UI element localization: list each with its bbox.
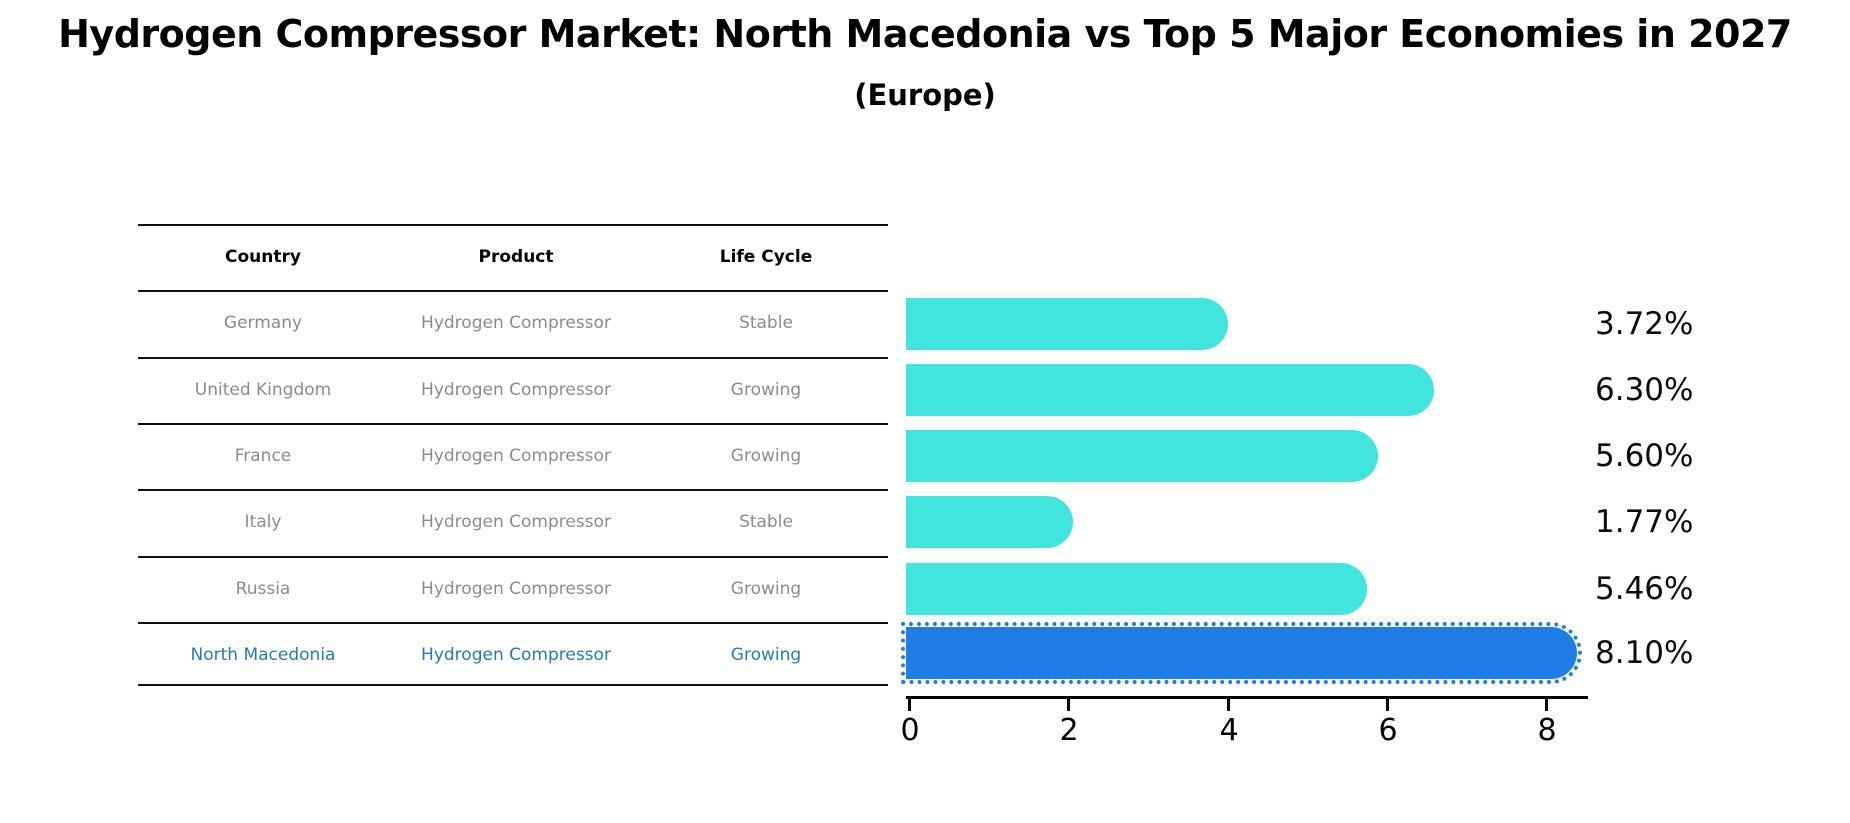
x-axis-tick-label: 0 (900, 713, 920, 748)
x-axis-tick (1386, 699, 1389, 711)
row-divider (138, 357, 888, 359)
row-divider (138, 622, 888, 624)
x-axis-line (906, 696, 1588, 699)
table-border-bottom (138, 684, 888, 686)
x-axis-tick-label: 8 (1537, 713, 1557, 748)
x-axis-tick-label: 2 (1059, 713, 1079, 748)
value-label-italy: 1.77% (1595, 504, 1694, 540)
country-cell: United Kingdom (194, 380, 332, 400)
life-cycle-cell: Stable (739, 512, 793, 532)
x-axis-tick (1067, 699, 1070, 711)
country-cell: France (234, 446, 292, 466)
life-cycle-cell: Growing (730, 446, 802, 466)
table-header-divider (138, 290, 888, 292)
product-cell: Hydrogen Compressor (421, 313, 611, 333)
x-axis-tick (1227, 699, 1230, 711)
value-label-russia: 5.46% (1595, 571, 1694, 607)
table-header-row: Country Product Life Cycle (138, 224, 888, 290)
table-row-france: France Hydrogen Compressor Growing (138, 423, 888, 489)
table-row-north-macedonia: North Macedonia Hydrogen Compressor Grow… (138, 622, 888, 688)
row-divider (138, 423, 888, 425)
country-cell: Germany (223, 313, 303, 333)
bar-united-kingdom (906, 364, 1434, 416)
life-cycle-cell: Growing (730, 380, 802, 400)
comparison-table: Country Product Life Cycle Germany Hydro… (138, 224, 888, 686)
table-row-russia: Russia Hydrogen Compressor Growing (138, 556, 888, 622)
column-header-life-cycle: Life Cycle (719, 247, 813, 267)
x-axis-tick-label: 6 (1378, 713, 1398, 748)
chart-subtitle: (Europe) (854, 78, 996, 112)
country-cell: Russia (235, 579, 291, 599)
life-cycle-cell: Growing (730, 579, 802, 599)
x-axis-tick-label: 4 (1219, 713, 1239, 748)
bar-germany (906, 298, 1228, 350)
product-cell: Hydrogen Compressor (421, 512, 611, 532)
chart-title: Hydrogen Compressor Market: North Macedo… (58, 12, 1792, 56)
life-cycle-cell: Stable (739, 313, 793, 333)
life-cycle-cell: Growing (730, 645, 802, 665)
product-cell: Hydrogen Compressor (421, 579, 611, 599)
x-axis-tick (1545, 699, 1548, 711)
column-header-product: Product (478, 247, 554, 267)
bar-russia (906, 563, 1367, 615)
column-header-country: Country (225, 247, 301, 267)
bar-italy (906, 496, 1073, 548)
table-row-italy: Italy Hydrogen Compressor Stable (138, 489, 888, 555)
table-border-top (138, 224, 888, 226)
product-cell: Hydrogen Compressor (421, 380, 611, 400)
value-label-north-macedonia: 8.10% (1595, 635, 1694, 671)
row-divider (138, 556, 888, 558)
x-axis-tick (908, 699, 911, 711)
bar-north-macedonia (901, 622, 1582, 684)
value-label-germany: 3.72% (1595, 306, 1694, 342)
table-row-germany: Germany Hydrogen Compressor Stable (138, 290, 888, 356)
row-divider (138, 489, 888, 491)
country-cell: Italy (244, 512, 282, 532)
country-cell: North Macedonia (190, 645, 336, 665)
bar-france (906, 430, 1378, 482)
value-label-united-kingdom: 6.30% (1595, 372, 1694, 408)
value-label-france: 5.60% (1595, 438, 1694, 474)
table-row-united-kingdom: United Kingdom Hydrogen Compressor Growi… (138, 357, 888, 423)
product-cell: Hydrogen Compressor (421, 446, 611, 466)
product-cell: Hydrogen Compressor (421, 645, 611, 665)
